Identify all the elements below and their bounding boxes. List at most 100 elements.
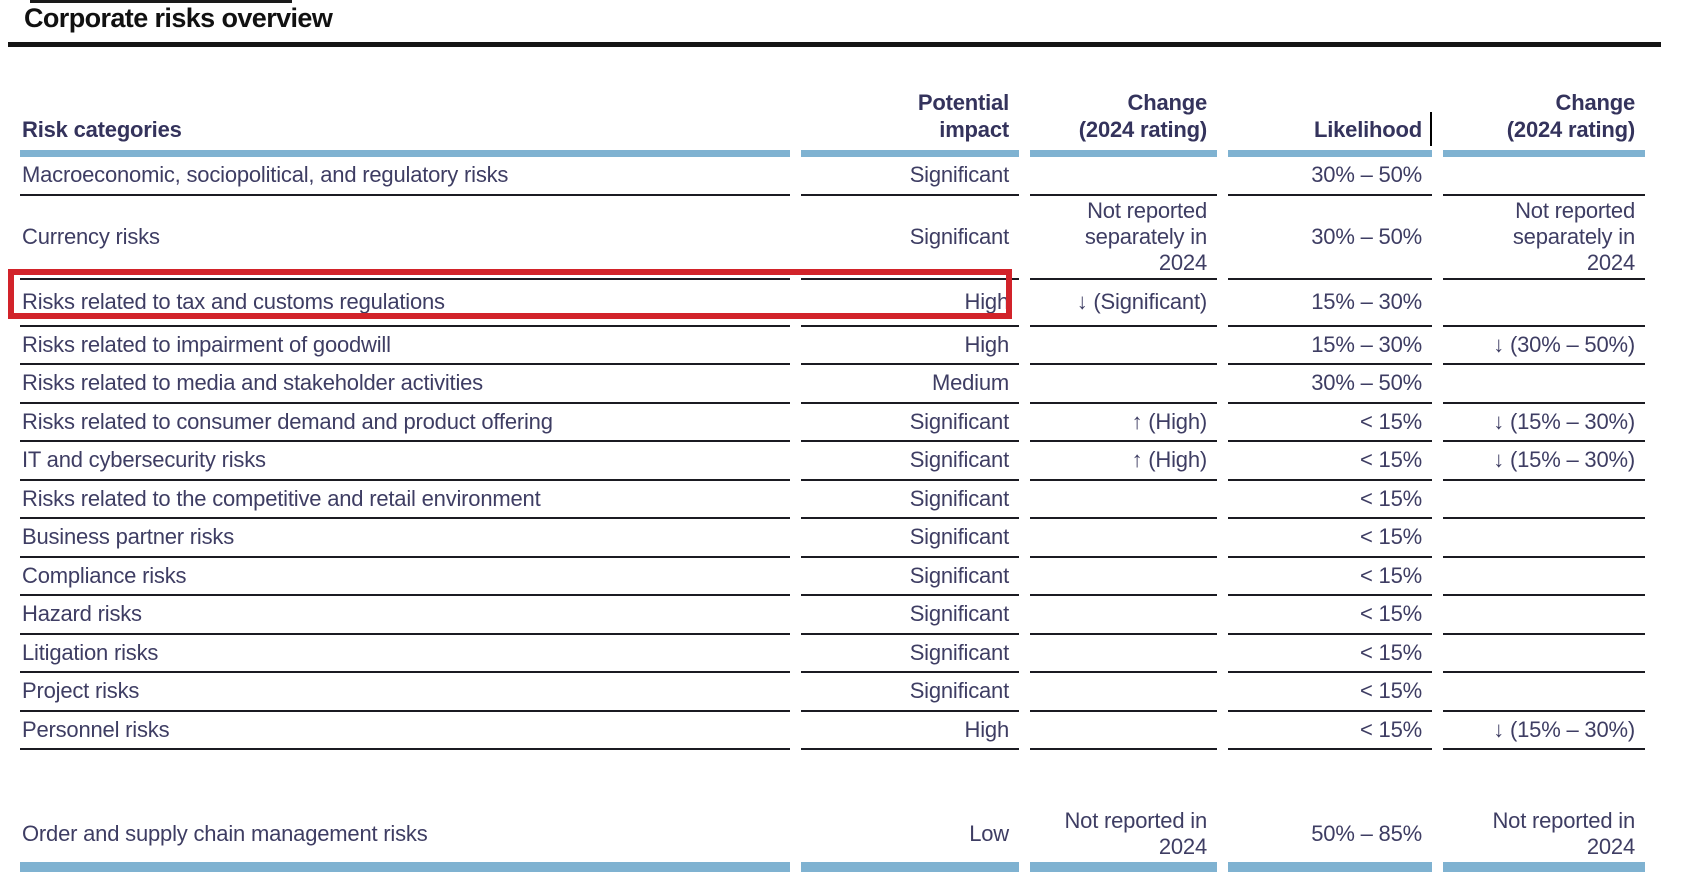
- column-header-risk-categories: Risk categories: [20, 86, 790, 157]
- cell-category: Macroeconomic, sociopolitical, and regul…: [20, 157, 790, 196]
- cell-category: Risks related to tax and customs regulat…: [20, 280, 790, 327]
- cell-impact-change: [1030, 558, 1217, 596]
- cell-impact-change: [1030, 481, 1217, 519]
- title-rule: [8, 42, 1661, 47]
- cell-likelihood: < 15%: [1228, 519, 1432, 558]
- cell-impact: Significant: [801, 481, 1019, 519]
- cell-likelihood-change: Not reported separately in 2024: [1443, 196, 1645, 280]
- table-row: Project risks Significant < 15%: [20, 673, 1646, 712]
- cell-likelihood: 30% – 50%: [1228, 157, 1432, 196]
- cell-category: Risks related to media and stakeholder a…: [20, 365, 790, 404]
- cell-likelihood: < 15%: [1228, 558, 1432, 596]
- column-header-likelihood: Likelihood: [1228, 86, 1432, 157]
- cell-category: Risks related to impairment of goodwill: [20, 327, 790, 365]
- cell-likelihood-change: [1443, 596, 1645, 635]
- cell-likelihood: < 15%: [1228, 481, 1432, 519]
- table-row: Personnel risks High < 15% ↓ (15% – 30%): [20, 712, 1646, 750]
- table-row: Hazard risks Significant < 15%: [20, 596, 1646, 635]
- cell-impact-change: ↑ (High): [1030, 404, 1217, 442]
- cell-impact: High: [801, 280, 1019, 327]
- cell-impact: Significant: [801, 596, 1019, 635]
- column-header-likelihood-change: Change (2024 rating): [1443, 86, 1645, 157]
- cell-category: Order and supply chain management risks: [20, 750, 790, 872]
- table-row: Order and supply chain management risks L…: [20, 750, 1646, 872]
- cell-likelihood-change: [1443, 673, 1645, 712]
- cell-impact: High: [801, 327, 1019, 365]
- column-header-potential-impact: Potential impact: [801, 86, 1019, 157]
- cell-impact: Significant: [801, 558, 1019, 596]
- corporate-risks-table: Risk categories Potential impact Change …: [20, 86, 1646, 872]
- cell-impact: Significant: [801, 673, 1019, 712]
- cell-likelihood-change: [1443, 519, 1645, 558]
- table-row: Currency risks Significant Not reported se…: [20, 196, 1646, 280]
- cell-likelihood-change: [1443, 365, 1645, 404]
- cell-likelihood-change: [1443, 635, 1645, 673]
- cell-impact: Significant: [801, 157, 1019, 196]
- cell-impact-change: [1030, 327, 1217, 365]
- cell-likelihood: < 15%: [1228, 442, 1432, 481]
- cell-likelihood: < 15%: [1228, 404, 1432, 442]
- table-row: Business partner risks Significant < 15%: [20, 519, 1646, 558]
- cell-likelihood-change: Not reported in 2024: [1443, 750, 1645, 872]
- cell-impact-change: [1030, 635, 1217, 673]
- cell-impact-change: [1030, 712, 1217, 750]
- cell-category: Business partner risks: [20, 519, 790, 558]
- cell-impact: Low: [801, 750, 1019, 872]
- cell-impact-change: Not reported in 2024: [1030, 750, 1217, 872]
- cell-impact: Significant: [801, 196, 1019, 280]
- cell-impact: Significant: [801, 404, 1019, 442]
- cell-impact-change: ↓ (Significant): [1030, 280, 1217, 327]
- cropped-text-fragment: [30, 0, 292, 3]
- cell-likelihood: 15% – 30%: [1228, 280, 1432, 327]
- column-header-impact-change: Change (2024 rating): [1030, 86, 1217, 157]
- cell-likelihood-change: [1443, 157, 1645, 196]
- text-caret: [1430, 112, 1432, 146]
- cell-likelihood: 30% – 50%: [1228, 196, 1432, 280]
- cell-likelihood: 50% – 85%: [1228, 750, 1432, 872]
- cell-likelihood-change: [1443, 481, 1645, 519]
- cell-category: Project risks: [20, 673, 790, 712]
- cell-impact: Medium: [801, 365, 1019, 404]
- cell-impact-change: [1030, 365, 1217, 404]
- table-row: Risks related to media and stakeholder a…: [20, 365, 1646, 404]
- cell-likelihood-change: ↓ (15% – 30%): [1443, 404, 1645, 442]
- cell-likelihood: 15% – 30%: [1228, 327, 1432, 365]
- cell-impact: Significant: [801, 442, 1019, 481]
- table-row: Risks related to impairment of goodwill H…: [20, 327, 1646, 365]
- cell-impact-change: Not reported separately in 2024: [1030, 196, 1217, 280]
- cell-likelihood-change: ↓ (30% – 50%): [1443, 327, 1645, 365]
- cell-likelihood: < 15%: [1228, 712, 1432, 750]
- table-row: Risks related to the competitive and ret…: [20, 481, 1646, 519]
- table-row: Risks related to consumer demand and pro…: [20, 404, 1646, 442]
- cell-category: Risks related to consumer demand and pro…: [20, 404, 790, 442]
- cell-category: Currency risks: [20, 196, 790, 280]
- cell-category: Personnel risks: [20, 712, 790, 750]
- cell-impact-change: [1030, 673, 1217, 712]
- table-row-highlighted: Risks related to tax and customs regulat…: [20, 280, 1646, 327]
- table-body: Macroeconomic, sociopolitical, and regul…: [20, 157, 1646, 872]
- table-row: IT and cybersecurity risks Significant ↑ (…: [20, 442, 1646, 481]
- table-header-row: Risk categories Potential impact Change …: [20, 86, 1646, 157]
- cell-impact-change: [1030, 519, 1217, 558]
- cell-category: Litigation risks: [20, 635, 790, 673]
- cell-likelihood-change: ↓ (15% – 30%): [1443, 442, 1645, 481]
- cell-category: IT and cybersecurity risks: [20, 442, 790, 481]
- table-row: Macroeconomic, sociopolitical, and regul…: [20, 157, 1646, 196]
- cell-impact-change: ↑ (High): [1030, 442, 1217, 481]
- cell-category: Hazard risks: [20, 596, 790, 635]
- cell-impact-change: [1030, 157, 1217, 196]
- cell-category: Compliance risks: [20, 558, 790, 596]
- cell-likelihood: < 15%: [1228, 673, 1432, 712]
- cell-impact: Significant: [801, 519, 1019, 558]
- cell-likelihood-change: ↓ (15% – 30%): [1443, 712, 1645, 750]
- cell-impact-change: [1030, 596, 1217, 635]
- cell-likelihood-change: [1443, 558, 1645, 596]
- table-row: Litigation risks Significant < 15%: [20, 635, 1646, 673]
- cell-likelihood: < 15%: [1228, 635, 1432, 673]
- cell-impact: Significant: [801, 635, 1019, 673]
- cell-likelihood: 30% – 50%: [1228, 365, 1432, 404]
- cell-likelihood: < 15%: [1228, 596, 1432, 635]
- cell-impact: High: [801, 712, 1019, 750]
- table-row: Compliance risks Significant < 15%: [20, 558, 1646, 596]
- cell-category: Risks related to the competitive and ret…: [20, 481, 790, 519]
